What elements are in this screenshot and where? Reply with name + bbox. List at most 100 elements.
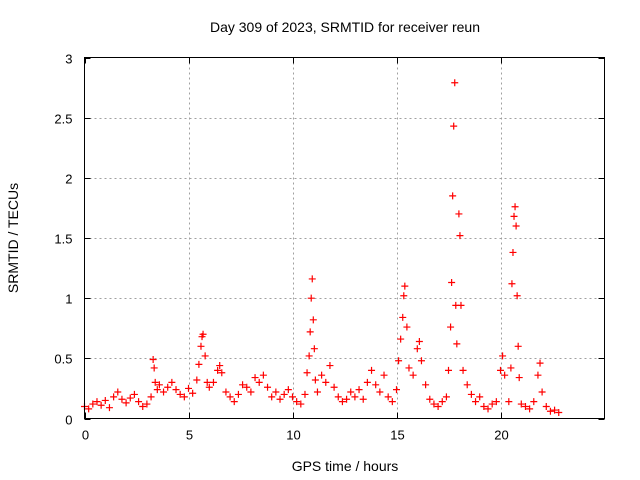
data-point bbox=[456, 232, 464, 240]
data-point bbox=[434, 402, 442, 410]
data-point bbox=[347, 388, 355, 396]
grid-layer bbox=[84, 57, 605, 419]
data-point bbox=[448, 279, 456, 287]
data-point bbox=[397, 335, 405, 343]
data-point bbox=[311, 376, 319, 384]
data-point bbox=[463, 381, 471, 389]
data-point bbox=[476, 393, 484, 401]
data-point bbox=[513, 292, 521, 300]
data-point bbox=[318, 371, 326, 379]
data-point bbox=[118, 395, 126, 403]
data-point bbox=[251, 374, 259, 382]
data-point bbox=[201, 352, 209, 360]
data-point bbox=[284, 386, 292, 394]
data-point bbox=[330, 383, 338, 391]
data-point bbox=[147, 393, 155, 401]
data-point bbox=[149, 356, 157, 364]
data-point bbox=[176, 390, 184, 398]
data-point bbox=[509, 248, 517, 256]
data-point bbox=[272, 388, 280, 396]
points-layer bbox=[81, 79, 563, 416]
data-point bbox=[542, 402, 550, 410]
data-point bbox=[93, 398, 101, 406]
data-point bbox=[510, 212, 518, 220]
data-point bbox=[280, 390, 288, 398]
data-point bbox=[268, 393, 276, 401]
data-point bbox=[368, 366, 376, 374]
data-point bbox=[449, 192, 457, 200]
data-point bbox=[488, 400, 496, 408]
data-point bbox=[264, 383, 272, 391]
data-point bbox=[306, 328, 314, 336]
data-point bbox=[426, 395, 434, 403]
data-point bbox=[85, 405, 93, 413]
data-point bbox=[259, 371, 267, 379]
data-point bbox=[243, 383, 251, 391]
data-point bbox=[551, 406, 559, 414]
data-point bbox=[359, 395, 367, 403]
data-point bbox=[326, 362, 334, 370]
data-point bbox=[517, 400, 525, 408]
data-point bbox=[555, 408, 563, 416]
data-point bbox=[395, 357, 403, 365]
data-point bbox=[101, 396, 109, 404]
data-point bbox=[172, 386, 180, 394]
data-point bbox=[247, 388, 255, 396]
data-point bbox=[442, 393, 450, 401]
data-point bbox=[514, 342, 522, 350]
x-tick-label: 10 bbox=[286, 428, 300, 443]
data-point bbox=[130, 390, 138, 398]
data-point bbox=[276, 395, 284, 403]
data-point bbox=[417, 357, 425, 365]
data-point bbox=[139, 402, 147, 410]
data-point bbox=[293, 398, 301, 406]
data-point bbox=[150, 364, 158, 372]
data-point bbox=[180, 393, 188, 401]
data-point bbox=[216, 362, 224, 370]
data-point bbox=[222, 388, 230, 396]
x-tick-label: 15 bbox=[390, 428, 404, 443]
data-point bbox=[214, 366, 222, 374]
data-point bbox=[372, 381, 380, 389]
data-point bbox=[499, 352, 507, 360]
data-point bbox=[530, 398, 538, 406]
data-point bbox=[110, 393, 118, 401]
data-point bbox=[193, 376, 201, 384]
chart-title: Day 309 of 2023, SRMTID for receiver reu… bbox=[210, 19, 480, 35]
data-point bbox=[89, 400, 97, 408]
y-tick-label: 1 bbox=[65, 292, 72, 307]
x-axis-label: GPS time / hours bbox=[292, 458, 399, 474]
data-point bbox=[467, 390, 475, 398]
data-point bbox=[351, 393, 359, 401]
data-point bbox=[255, 378, 263, 386]
data-point bbox=[447, 323, 455, 331]
data-point bbox=[289, 393, 296, 401]
data-point bbox=[384, 393, 392, 401]
data-point bbox=[546, 407, 554, 415]
data-point bbox=[168, 378, 176, 386]
data-point bbox=[403, 323, 411, 331]
data-point bbox=[526, 405, 534, 413]
data-point bbox=[515, 374, 523, 382]
data-point bbox=[160, 388, 168, 396]
data-point bbox=[308, 275, 316, 283]
data-point bbox=[393, 386, 400, 394]
data-point bbox=[480, 402, 488, 410]
data-point bbox=[303, 369, 311, 377]
data-point bbox=[234, 390, 242, 398]
data-point bbox=[438, 398, 446, 406]
data-point bbox=[507, 364, 515, 372]
data-point bbox=[97, 401, 105, 409]
y-tick-label: 0.5 bbox=[54, 352, 72, 367]
data-point bbox=[508, 280, 516, 288]
data-point bbox=[521, 402, 529, 410]
data-point bbox=[413, 345, 421, 353]
data-point bbox=[400, 292, 408, 300]
data-point bbox=[334, 393, 342, 401]
data-point bbox=[197, 342, 205, 350]
x-tick-label: 20 bbox=[494, 428, 508, 443]
data-point bbox=[305, 352, 313, 360]
data-point bbox=[459, 366, 467, 374]
data-point bbox=[415, 337, 423, 345]
data-point bbox=[409, 371, 417, 379]
